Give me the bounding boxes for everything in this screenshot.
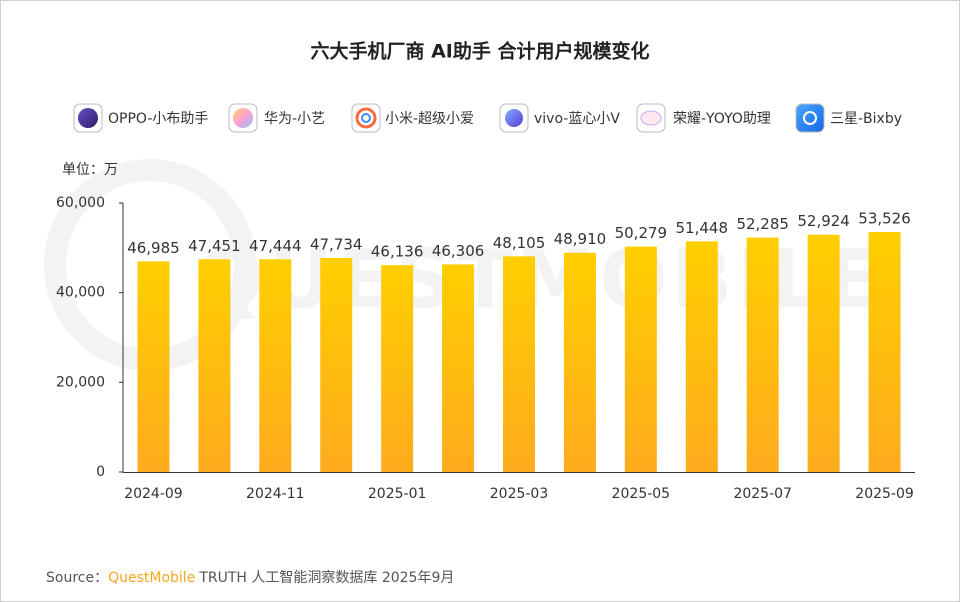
legend-label: vivo-蓝心小V [534,111,620,127]
bar [746,237,779,472]
bar [320,257,353,472]
bar [381,265,414,472]
legend-label: OPPO-小布助手 [108,111,208,127]
value-label: 46,136 [371,243,424,261]
bar [503,256,535,472]
legend-icon [795,103,825,133]
y-tick-label: 20,000 [56,374,105,390]
legend-label: 小米-超级小爱 [385,111,474,127]
x-tick-label: 2024-09 [124,486,183,502]
value-label: 48,105 [493,234,546,252]
y-tick-label: 40,000 [56,285,105,301]
legend-icon [803,111,817,125]
legend-label: 华为-小艺 [264,111,325,127]
value-label: 50,279 [615,224,668,242]
legend-icon [233,108,253,128]
value-label: 52,285 [736,215,789,233]
y-tick-label: 60,000 [56,195,105,211]
value-label: 51,448 [676,219,729,237]
x-tick-label: 2024-11 [246,486,305,502]
bar [685,241,718,472]
value-label: 48,910 [554,230,607,248]
chart-title: 六大手机厂商 AI助手 合计用户规模变化 [310,40,649,63]
x-tick-label: 2025-07 [733,486,792,502]
x-tick-label: 2025-01 [368,486,427,502]
x-tick-label: 2025-05 [612,486,671,502]
bar [868,232,901,472]
bar [259,259,292,472]
y-tick-label: 0 [96,464,105,480]
y-axis-label: 单位：万 [62,162,118,178]
legend-label: 荣耀-YOYO助理 [673,111,771,127]
value-label: 46,985 [127,239,180,257]
bar [198,259,231,472]
source: Source：QuestMobile TRUTH 人工智能洞察数据库 2025年9… [46,569,454,586]
value-label: 47,734 [310,235,363,253]
bar [624,246,657,472]
x-tick-label: 2025-03 [490,486,549,502]
bar [137,261,170,472]
value-label: 47,444 [249,237,302,255]
source-brand: QuestMobile [108,570,195,586]
legend-icon [361,113,371,123]
value-label: 47,451 [188,237,241,255]
legend-icon [355,107,377,129]
x-tick-label: 2025-09 [855,486,914,502]
legend: OPPO-小布助手 华为-小艺 小米-超级小爱 vivo-蓝心小V 荣耀-YOY… [73,103,902,133]
bar [807,234,840,472]
value-label: 53,526 [858,210,911,228]
bar [442,264,475,472]
source-prefix: Source： [46,570,108,586]
legend-icon [78,108,98,128]
bar [563,252,596,472]
source-text: TRUTH 人工智能洞察数据库 2025年9月 [198,569,454,586]
legend-icon [505,109,523,127]
value-label: 46,306 [432,242,485,260]
legend-icon [640,110,662,126]
legend-label: 三星-Bixby [830,111,902,127]
value-label: 52,924 [797,212,850,230]
